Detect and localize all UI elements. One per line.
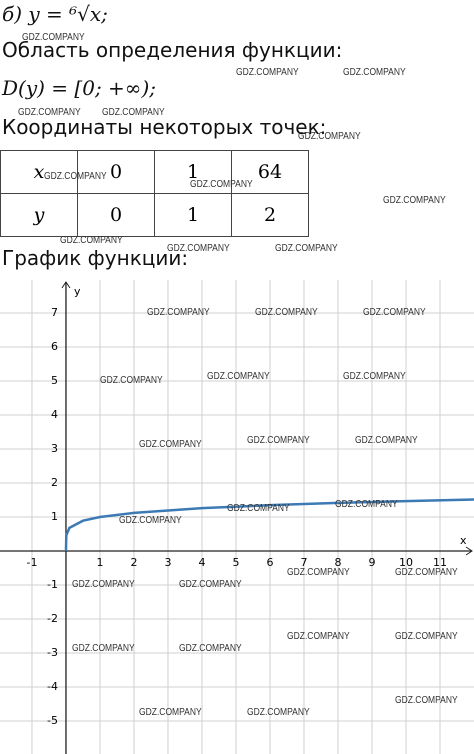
watermark: GDZ.COMPANY <box>343 67 406 78</box>
x-tick-label: 3 <box>164 556 171 569</box>
x-tick-label: 10 <box>399 556 413 569</box>
y-tick-label: 5 <box>51 374 58 387</box>
watermark: GDZ.COMPANY <box>119 515 182 526</box>
y-tick-label: -5 <box>47 714 58 727</box>
x-tick-label: 1 <box>96 556 103 569</box>
x-tick-label: -1 <box>26 556 37 569</box>
table-cell: 2 <box>231 193 309 237</box>
watermark: GDZ.COMPANY <box>100 375 163 386</box>
y-axis-label: y <box>74 285 81 298</box>
watermark: GDZ.COMPANY <box>72 579 135 590</box>
table-cell: 0 <box>77 150 155 194</box>
watermark: GDZ.COMPANY <box>355 435 418 446</box>
watermark: GDZ.COMPANY <box>247 707 310 718</box>
y-axis-arrow <box>61 281 71 289</box>
watermark: GDZ.COMPANY <box>72 643 135 654</box>
watermark: GDZ.COMPANY <box>287 567 350 578</box>
y-tick-label: -4 <box>47 680 58 693</box>
x-tick-label: 6 <box>266 556 273 569</box>
table-row: y 0 1 2 <box>0 193 309 237</box>
x-tick-label: 7 <box>300 556 307 569</box>
watermark: GDZ.COMPANY <box>147 307 210 318</box>
curve <box>64 498 474 552</box>
x-axis-label: x <box>460 534 467 547</box>
graph-heading: График функции: <box>2 246 189 270</box>
watermark: GDZ.COMPANY <box>18 107 81 118</box>
watermark: GDZ.COMPANY <box>395 567 458 578</box>
watermark: GDZ.COMPANY <box>44 171 107 182</box>
x-tick-label: 8 <box>334 556 341 569</box>
y-tick-label: -2 <box>47 612 58 625</box>
watermark: GDZ.COMPANY <box>102 107 165 118</box>
x-tick-label: 4 <box>198 556 205 569</box>
watermark: GDZ.COMPANY <box>227 503 290 514</box>
watermark: GDZ.COMPANY <box>22 32 85 43</box>
watermark: GDZ.COMPANY <box>236 67 299 78</box>
x-tick-label: 2 <box>130 556 137 569</box>
watermark: GDZ.COMPANY <box>395 631 458 642</box>
watermark: GDZ.COMPANY <box>275 243 338 254</box>
domain-heading: Область определения функции: <box>2 38 343 62</box>
x-tick-label: 9 <box>368 556 375 569</box>
y-tick-label: 4 <box>51 408 58 421</box>
watermark: GDZ.COMPANY <box>287 631 350 642</box>
table-cell: 1 <box>154 150 232 194</box>
table-cell: 1 <box>154 193 232 237</box>
watermark: GDZ.COMPANY <box>335 499 398 510</box>
x-tick-label: 5 <box>232 556 239 569</box>
table-row: x 0 1 64 <box>0 150 309 194</box>
watermark: GDZ.COMPANY <box>255 307 318 318</box>
table-cell: x <box>0 150 78 194</box>
y-tick-label: 1 <box>51 510 58 523</box>
watermark: GDZ.COMPANY <box>247 435 310 446</box>
points-heading: Координаты некоторых точек: <box>2 115 327 139</box>
y-tick-label: 7 <box>51 306 58 319</box>
watermark: GDZ.COMPANY <box>207 371 270 382</box>
watermark: GDZ.COMPANY <box>363 307 426 318</box>
watermark: GDZ.COMPANY <box>395 695 458 706</box>
watermark: GDZ.COMPANY <box>139 439 202 450</box>
table-cell: 64 <box>231 150 309 194</box>
watermark: GDZ.COMPANY <box>179 643 242 654</box>
table-cell: y <box>0 193 78 237</box>
watermark: GDZ.COMPANY <box>167 243 230 254</box>
y-tick-label: -1 <box>47 578 58 591</box>
task-formula: б) y = ⁶√x; <box>2 2 108 26</box>
watermark: GDZ.COMPANY <box>60 235 123 246</box>
watermark: GDZ.COMPANY <box>298 131 361 142</box>
table-cell: 0 <box>77 193 155 237</box>
watermark: GDZ.COMPANY <box>179 579 242 590</box>
x-axis-arrow <box>465 546 473 556</box>
y-tick-label: 6 <box>51 340 58 353</box>
y-tick-label: 3 <box>51 442 58 455</box>
y-tick-label: 2 <box>51 476 58 489</box>
watermark: GDZ.COMPANY <box>139 707 202 718</box>
x-tick-label: 11 <box>433 556 447 569</box>
chart: -1 1 2 3 4 5 6 7 8 9 10 11 -5 -4 -3 -2 -1 1 2 3 4 5 6 7 x y <box>0 280 474 754</box>
watermark: GDZ.COMPANY <box>190 179 253 190</box>
points-table: x 0 1 64 y 0 1 2 <box>0 150 309 237</box>
watermark: GDZ.COMPANY <box>383 195 446 206</box>
watermark: GDZ.COMPANY <box>343 371 406 382</box>
domain: D(y) = [0; +∞); <box>2 76 156 100</box>
y-tick-label: -3 <box>47 646 58 659</box>
